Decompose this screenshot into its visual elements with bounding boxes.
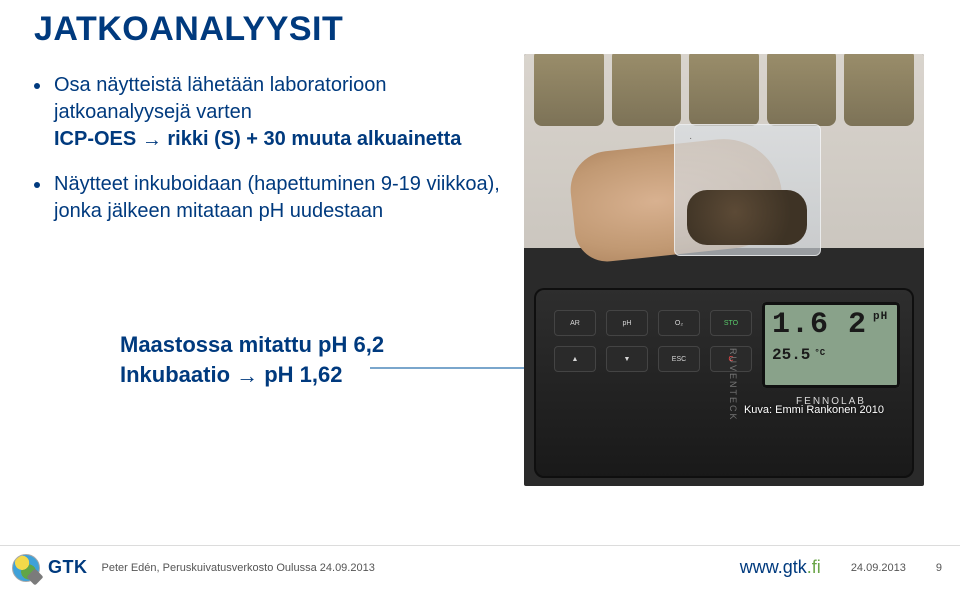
bag-label: ·	[689, 133, 692, 144]
callout-l2-before: Inkubaatio	[120, 362, 236, 387]
gtk-logo: GTK	[12, 554, 88, 582]
meter-btn: ▲	[554, 346, 596, 372]
bullet-1-strong1: ICP-OES	[54, 128, 136, 150]
meter-side-brand: RUVENTECK	[704, 310, 738, 460]
photo-area: · AR pH O₂ STO ▲ ▼ ESC C RUVENTECK 1.6 2…	[524, 54, 924, 486]
callout-line2: Inkubaatio → pH 1,62	[120, 360, 384, 390]
bullet-list: Osa näytteistä lähetään laboratorioon ja…	[34, 72, 514, 243]
meter-btn: O₂	[658, 310, 700, 336]
bullet-1-text: Osa näytteistä lähetään laboratorioon ja…	[54, 72, 514, 153]
bullet-1-strong2: rikki (S) + 30 muuta alkuainetta	[167, 128, 461, 150]
arrow-icon: →	[236, 361, 258, 391]
footer-page-number: 9	[936, 562, 942, 574]
callout-line1: Maastossa mitattu pH 6,2	[120, 330, 384, 360]
slide: JATKOANALYYSIT Osa näytteistä lähetään l…	[0, 0, 960, 589]
bag	[767, 54, 837, 126]
callout-l2-after: pH 1,62	[258, 362, 342, 387]
meter-btn: AR	[554, 310, 596, 336]
footer-url-tld: .fi	[807, 557, 821, 577]
bag	[612, 54, 682, 126]
bag	[534, 54, 604, 126]
bullet-dot	[34, 182, 40, 188]
meter-btn: pH	[606, 310, 648, 336]
footer: GTK Peter Edén, Peruskuivatusverkosto Ou…	[0, 545, 960, 589]
gtk-logo-text: GTK	[48, 557, 88, 578]
footer-url-main: www.gtk	[740, 557, 807, 577]
bag	[844, 54, 914, 126]
meter-reading-sub-unit: °C	[814, 348, 825, 358]
photo-soil	[687, 190, 807, 245]
meter-reading-sub-value: 25.5	[772, 346, 810, 364]
meter-btn: ESC	[658, 346, 700, 372]
meter-reading-sub: 25.5 °C	[772, 346, 890, 364]
photo-caption: Kuva: Emmi Rankonen 2010	[744, 404, 884, 416]
bag	[689, 54, 759, 126]
ph-meter: AR pH O₂ STO ▲ ▼ ESC C RUVENTECK 1.6 2 p…	[534, 288, 914, 478]
bullet-1-pre: Osa näytteistä lähetään laboratorioon ja…	[54, 74, 386, 123]
photo-sample-bag: ·	[674, 124, 821, 256]
bullet-dot	[34, 83, 40, 89]
meter-btn: ▼	[606, 346, 648, 372]
arrow-icon: →	[142, 127, 162, 154]
globe-icon	[12, 554, 40, 582]
meter-reading-main: 1.6 2 pH	[772, 310, 890, 340]
footer-date: 24.09.2013	[851, 562, 906, 574]
bullet-2: Näytteet inkuboidaan (hapettuminen 9-19 …	[34, 171, 514, 225]
meter-reading-main-unit: pH	[873, 312, 888, 323]
meter-screen: 1.6 2 pH 25.5 °C	[762, 302, 900, 388]
footer-url: www.gtk.fi	[740, 557, 821, 578]
bullet-1: Osa näytteistä lähetään laboratorioon ja…	[34, 72, 514, 153]
meter-reading-main-value: 1.6 2	[772, 310, 867, 340]
footer-left-text: Peter Edén, Peruskuivatusverkosto Ouluss…	[102, 562, 375, 574]
bullet-2-text: Näytteet inkuboidaan (hapettuminen 9-19 …	[54, 171, 514, 225]
photo-sample-bags	[524, 54, 924, 134]
slide-title: JATKOANALYYSIT	[34, 10, 343, 49]
callout-text: Maastossa mitattu pH 6,2 Inkubaatio → pH…	[120, 330, 384, 389]
